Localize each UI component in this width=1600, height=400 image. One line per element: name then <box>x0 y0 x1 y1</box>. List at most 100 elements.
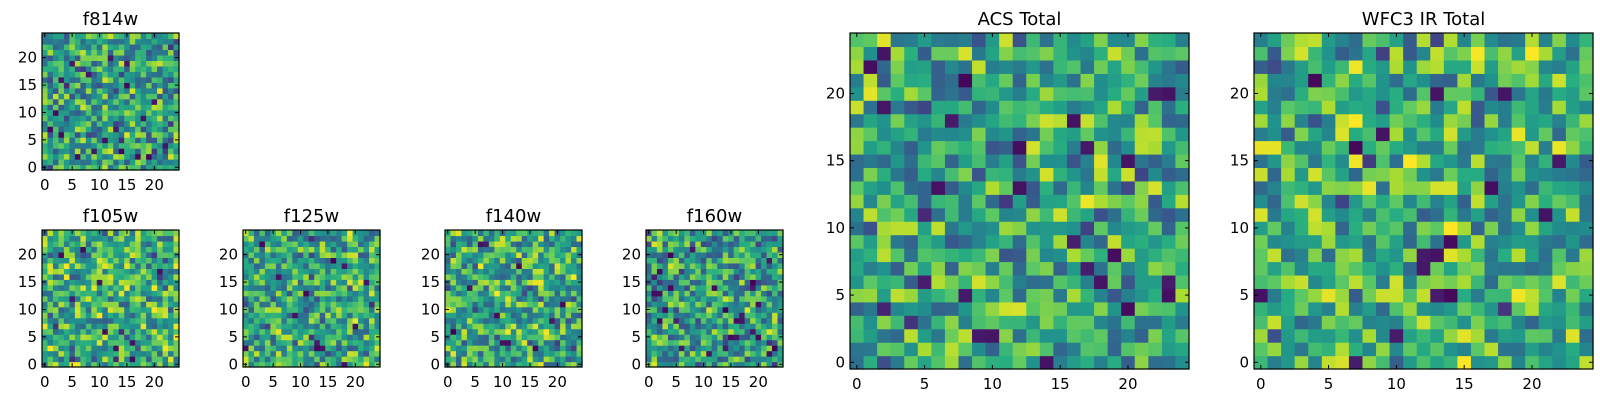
heatmap-cell <box>341 246 348 253</box>
heatmap-cell <box>118 115 125 122</box>
heatmap-cell <box>124 54 131 61</box>
heatmap-cell <box>483 257 490 264</box>
heatmap-cell <box>850 315 865 330</box>
heatmap-cell <box>877 46 892 61</box>
heatmap-cell <box>1254 194 1269 209</box>
heatmap-cell <box>80 230 87 237</box>
heatmap-cell <box>157 60 164 67</box>
heatmap-cell <box>1403 342 1418 357</box>
heatmap-cell <box>270 334 277 341</box>
heatmap-cell <box>850 33 865 48</box>
heatmap-cell <box>863 100 878 115</box>
heatmap-cell <box>168 284 175 291</box>
heatmap-cell <box>1080 140 1095 155</box>
heatmap-cell <box>1148 33 1163 48</box>
heatmap-cell <box>74 317 81 324</box>
heatmap-cell <box>678 240 685 248</box>
heatmap-cell <box>1039 59 1054 74</box>
heatmap-cell <box>1348 86 1364 101</box>
heatmap-cell <box>1107 315 1122 330</box>
heatmap-cell <box>146 98 153 105</box>
heatmap-cell <box>292 334 299 341</box>
heatmap-cell <box>576 240 583 248</box>
heatmap-cell <box>363 240 370 248</box>
heatmap-cell <box>1525 355 1540 370</box>
heatmap-cell <box>772 268 779 275</box>
heatmap-cell <box>667 279 674 286</box>
heatmap-cell <box>96 54 103 61</box>
heatmap-cell <box>1335 301 1350 316</box>
heatmap-cell <box>363 339 370 346</box>
heatmap-cell <box>330 361 337 368</box>
heatmap-cell <box>1335 100 1350 115</box>
heatmap-cell <box>777 235 784 242</box>
heatmap-cell <box>1121 274 1136 289</box>
heatmap-cell <box>777 290 784 297</box>
heatmap-cell <box>1484 180 1499 195</box>
heatmap-cell <box>445 312 452 319</box>
heatmap-cell <box>303 284 310 291</box>
heatmap-cell <box>744 361 751 368</box>
heatmap-cell <box>1080 301 1095 316</box>
heatmap-cell <box>1335 46 1350 61</box>
heatmap-cell <box>47 60 54 67</box>
heatmap-cell <box>297 246 304 253</box>
heatmap-cell <box>717 328 724 335</box>
heatmap-cell <box>1012 315 1027 330</box>
heatmap-cell <box>47 306 54 313</box>
heatmap-cell <box>651 251 658 258</box>
heatmap-cell <box>877 261 892 276</box>
heatmap-cell <box>42 87 49 94</box>
heatmap-cell <box>314 301 321 308</box>
heatmap-cell <box>1511 207 1526 222</box>
heatmap-cell <box>700 345 707 352</box>
heatmap-cell <box>102 142 109 149</box>
heatmap-cell <box>706 290 713 297</box>
heatmap-cell <box>499 356 506 363</box>
heatmap-cell <box>135 312 142 319</box>
heatmap-cell <box>477 323 484 330</box>
heatmap-cell <box>107 148 114 155</box>
heatmap-cell <box>711 230 718 237</box>
heatmap-cell <box>750 230 757 237</box>
heatmap-cell <box>85 246 92 253</box>
heatmap-cell <box>985 248 1000 263</box>
heatmap-cell <box>1511 288 1526 303</box>
heatmap-cell <box>1053 167 1068 182</box>
heatmap-cell <box>527 268 534 275</box>
heatmap-cell <box>63 65 70 72</box>
heatmap-cell <box>904 207 919 222</box>
heatmap-cell <box>96 153 103 160</box>
heatmap-cell <box>1175 234 1190 249</box>
heatmap-cell <box>750 334 757 341</box>
heatmap-cell <box>113 273 120 280</box>
heatmap-cell <box>516 257 523 264</box>
heatmap-cell <box>1308 33 1323 48</box>
heatmap-cell <box>1321 355 1336 370</box>
x-tick-label: 15 <box>117 176 136 194</box>
heatmap-cell <box>102 54 109 61</box>
heatmap-cell <box>157 328 164 335</box>
heatmap-cell <box>69 279 76 286</box>
heatmap-cell <box>118 345 125 352</box>
heatmap-cell <box>297 235 304 242</box>
heatmap-cell <box>1321 127 1336 142</box>
heatmap-cell <box>549 345 556 352</box>
heatmap-cell <box>1348 127 1364 142</box>
heatmap-cell <box>1443 113 1458 128</box>
heatmap-cell <box>1080 86 1095 101</box>
heatmap-cell <box>527 235 534 242</box>
heatmap-cell <box>151 345 158 352</box>
heatmap-cell <box>63 87 70 94</box>
x-tick-label: 0 <box>443 373 453 391</box>
heatmap-cell <box>863 180 878 195</box>
heatmap-cell <box>646 323 653 330</box>
heatmap-cell <box>549 328 556 335</box>
heatmap-cell <box>576 262 583 269</box>
heatmap-cell <box>352 262 359 269</box>
heatmap-cell <box>667 230 674 237</box>
heatmap-cell <box>63 137 70 144</box>
heatmap-cell <box>728 345 735 352</box>
heatmap-cell <box>129 317 136 324</box>
heatmap-cell <box>140 339 147 346</box>
